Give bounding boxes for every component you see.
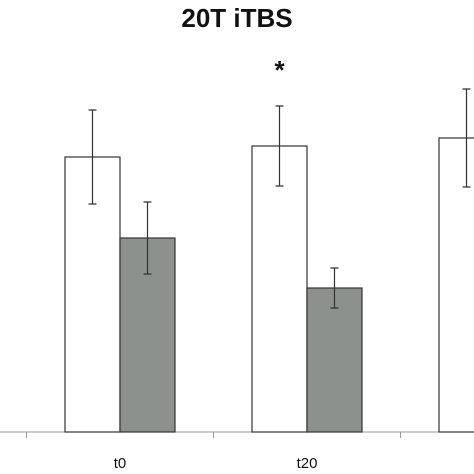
bar [306, 287, 363, 433]
error-bar [143, 201, 152, 275]
error-bar [462, 88, 471, 188]
error-bar [275, 105, 284, 187]
chart-title: 20T iTBS [181, 3, 292, 33]
x-tick-label: t20 [297, 455, 318, 472]
bar [438, 137, 474, 433]
x-tick-label: t0 [114, 455, 127, 472]
error-bar [88, 109, 97, 205]
bar [251, 145, 308, 433]
bar [119, 237, 176, 433]
annotation: * [274, 55, 285, 85]
error-bar [330, 267, 339, 309]
